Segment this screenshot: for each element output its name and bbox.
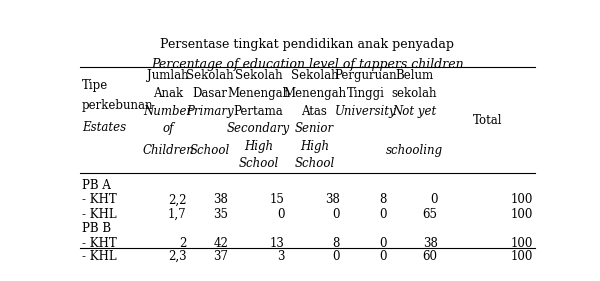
- Text: 38: 38: [325, 193, 340, 207]
- Text: - KHT: - KHT: [82, 237, 117, 250]
- Text: Perguruan: Perguruan: [334, 69, 397, 82]
- Text: 60: 60: [422, 250, 438, 263]
- Text: 0: 0: [379, 250, 386, 263]
- Text: 0: 0: [332, 250, 340, 263]
- Text: - KHL: - KHL: [82, 208, 116, 221]
- Text: 0: 0: [379, 208, 386, 221]
- Text: 37: 37: [214, 250, 229, 263]
- Text: Anak: Anak: [153, 87, 183, 100]
- Text: Senior: Senior: [295, 122, 334, 135]
- Text: 1,7: 1,7: [168, 208, 187, 221]
- Text: Not yet: Not yet: [392, 105, 437, 118]
- Text: Menengah: Menengah: [227, 87, 290, 100]
- Text: sekolah: sekolah: [392, 87, 437, 100]
- Text: Estates: Estates: [82, 121, 126, 134]
- Text: 2,3: 2,3: [168, 250, 187, 263]
- Text: 0: 0: [379, 237, 386, 250]
- Text: Children: Children: [142, 144, 194, 157]
- Text: 2: 2: [179, 237, 187, 250]
- Text: 38: 38: [423, 237, 438, 250]
- Text: 0: 0: [332, 208, 340, 221]
- Text: 13: 13: [269, 237, 284, 250]
- Text: Jumlah: Jumlah: [147, 69, 189, 82]
- Text: 0: 0: [277, 208, 284, 221]
- Text: 8: 8: [379, 193, 386, 207]
- Text: 3: 3: [277, 250, 284, 263]
- Text: High: High: [244, 140, 273, 153]
- Text: Sekolah: Sekolah: [186, 69, 233, 82]
- Text: Persentase tingkat pendidikan anak penyadap: Persentase tingkat pendidikan anak penya…: [161, 38, 455, 51]
- Text: School: School: [239, 157, 279, 171]
- Text: PB B: PB B: [82, 222, 111, 235]
- Text: Atas: Atas: [302, 105, 328, 118]
- Text: 15: 15: [269, 193, 284, 207]
- Text: 100: 100: [511, 193, 533, 207]
- Text: PB A: PB A: [82, 179, 111, 192]
- Text: 2,2: 2,2: [168, 193, 187, 207]
- Text: perkebunan: perkebunan: [82, 99, 154, 112]
- Text: 35: 35: [214, 208, 229, 221]
- Text: High: High: [300, 140, 329, 153]
- Text: Dasar: Dasar: [193, 87, 227, 100]
- Text: of: of: [162, 122, 174, 135]
- Text: 38: 38: [214, 193, 229, 207]
- Text: Sekolah: Sekolah: [235, 69, 283, 82]
- Text: - KHL: - KHL: [82, 250, 116, 263]
- Text: Total: Total: [473, 114, 502, 127]
- Text: Tinggi: Tinggi: [347, 87, 385, 100]
- Text: Menengah: Menengah: [283, 87, 346, 100]
- Text: 100: 100: [511, 237, 533, 250]
- Text: schooling: schooling: [386, 144, 443, 157]
- Text: Secondary: Secondary: [227, 122, 290, 135]
- Text: 65: 65: [422, 208, 438, 221]
- Text: School: School: [295, 157, 335, 171]
- Text: Percentage of education level of tappers children: Percentage of education level of tappers…: [151, 58, 464, 71]
- Text: School: School: [190, 144, 230, 157]
- Text: Sekolah: Sekolah: [290, 69, 338, 82]
- Text: 0: 0: [430, 193, 438, 207]
- Text: - KHT: - KHT: [82, 193, 117, 207]
- Text: University: University: [335, 105, 397, 118]
- Text: Tipe: Tipe: [82, 79, 108, 92]
- Text: 8: 8: [332, 237, 340, 250]
- Text: Belum: Belum: [395, 69, 434, 82]
- Text: Primary: Primary: [186, 105, 233, 118]
- Text: Pertama: Pertama: [234, 105, 284, 118]
- Text: Number: Number: [143, 105, 193, 118]
- Text: 100: 100: [511, 250, 533, 263]
- Text: 42: 42: [214, 237, 229, 250]
- Text: 100: 100: [511, 208, 533, 221]
